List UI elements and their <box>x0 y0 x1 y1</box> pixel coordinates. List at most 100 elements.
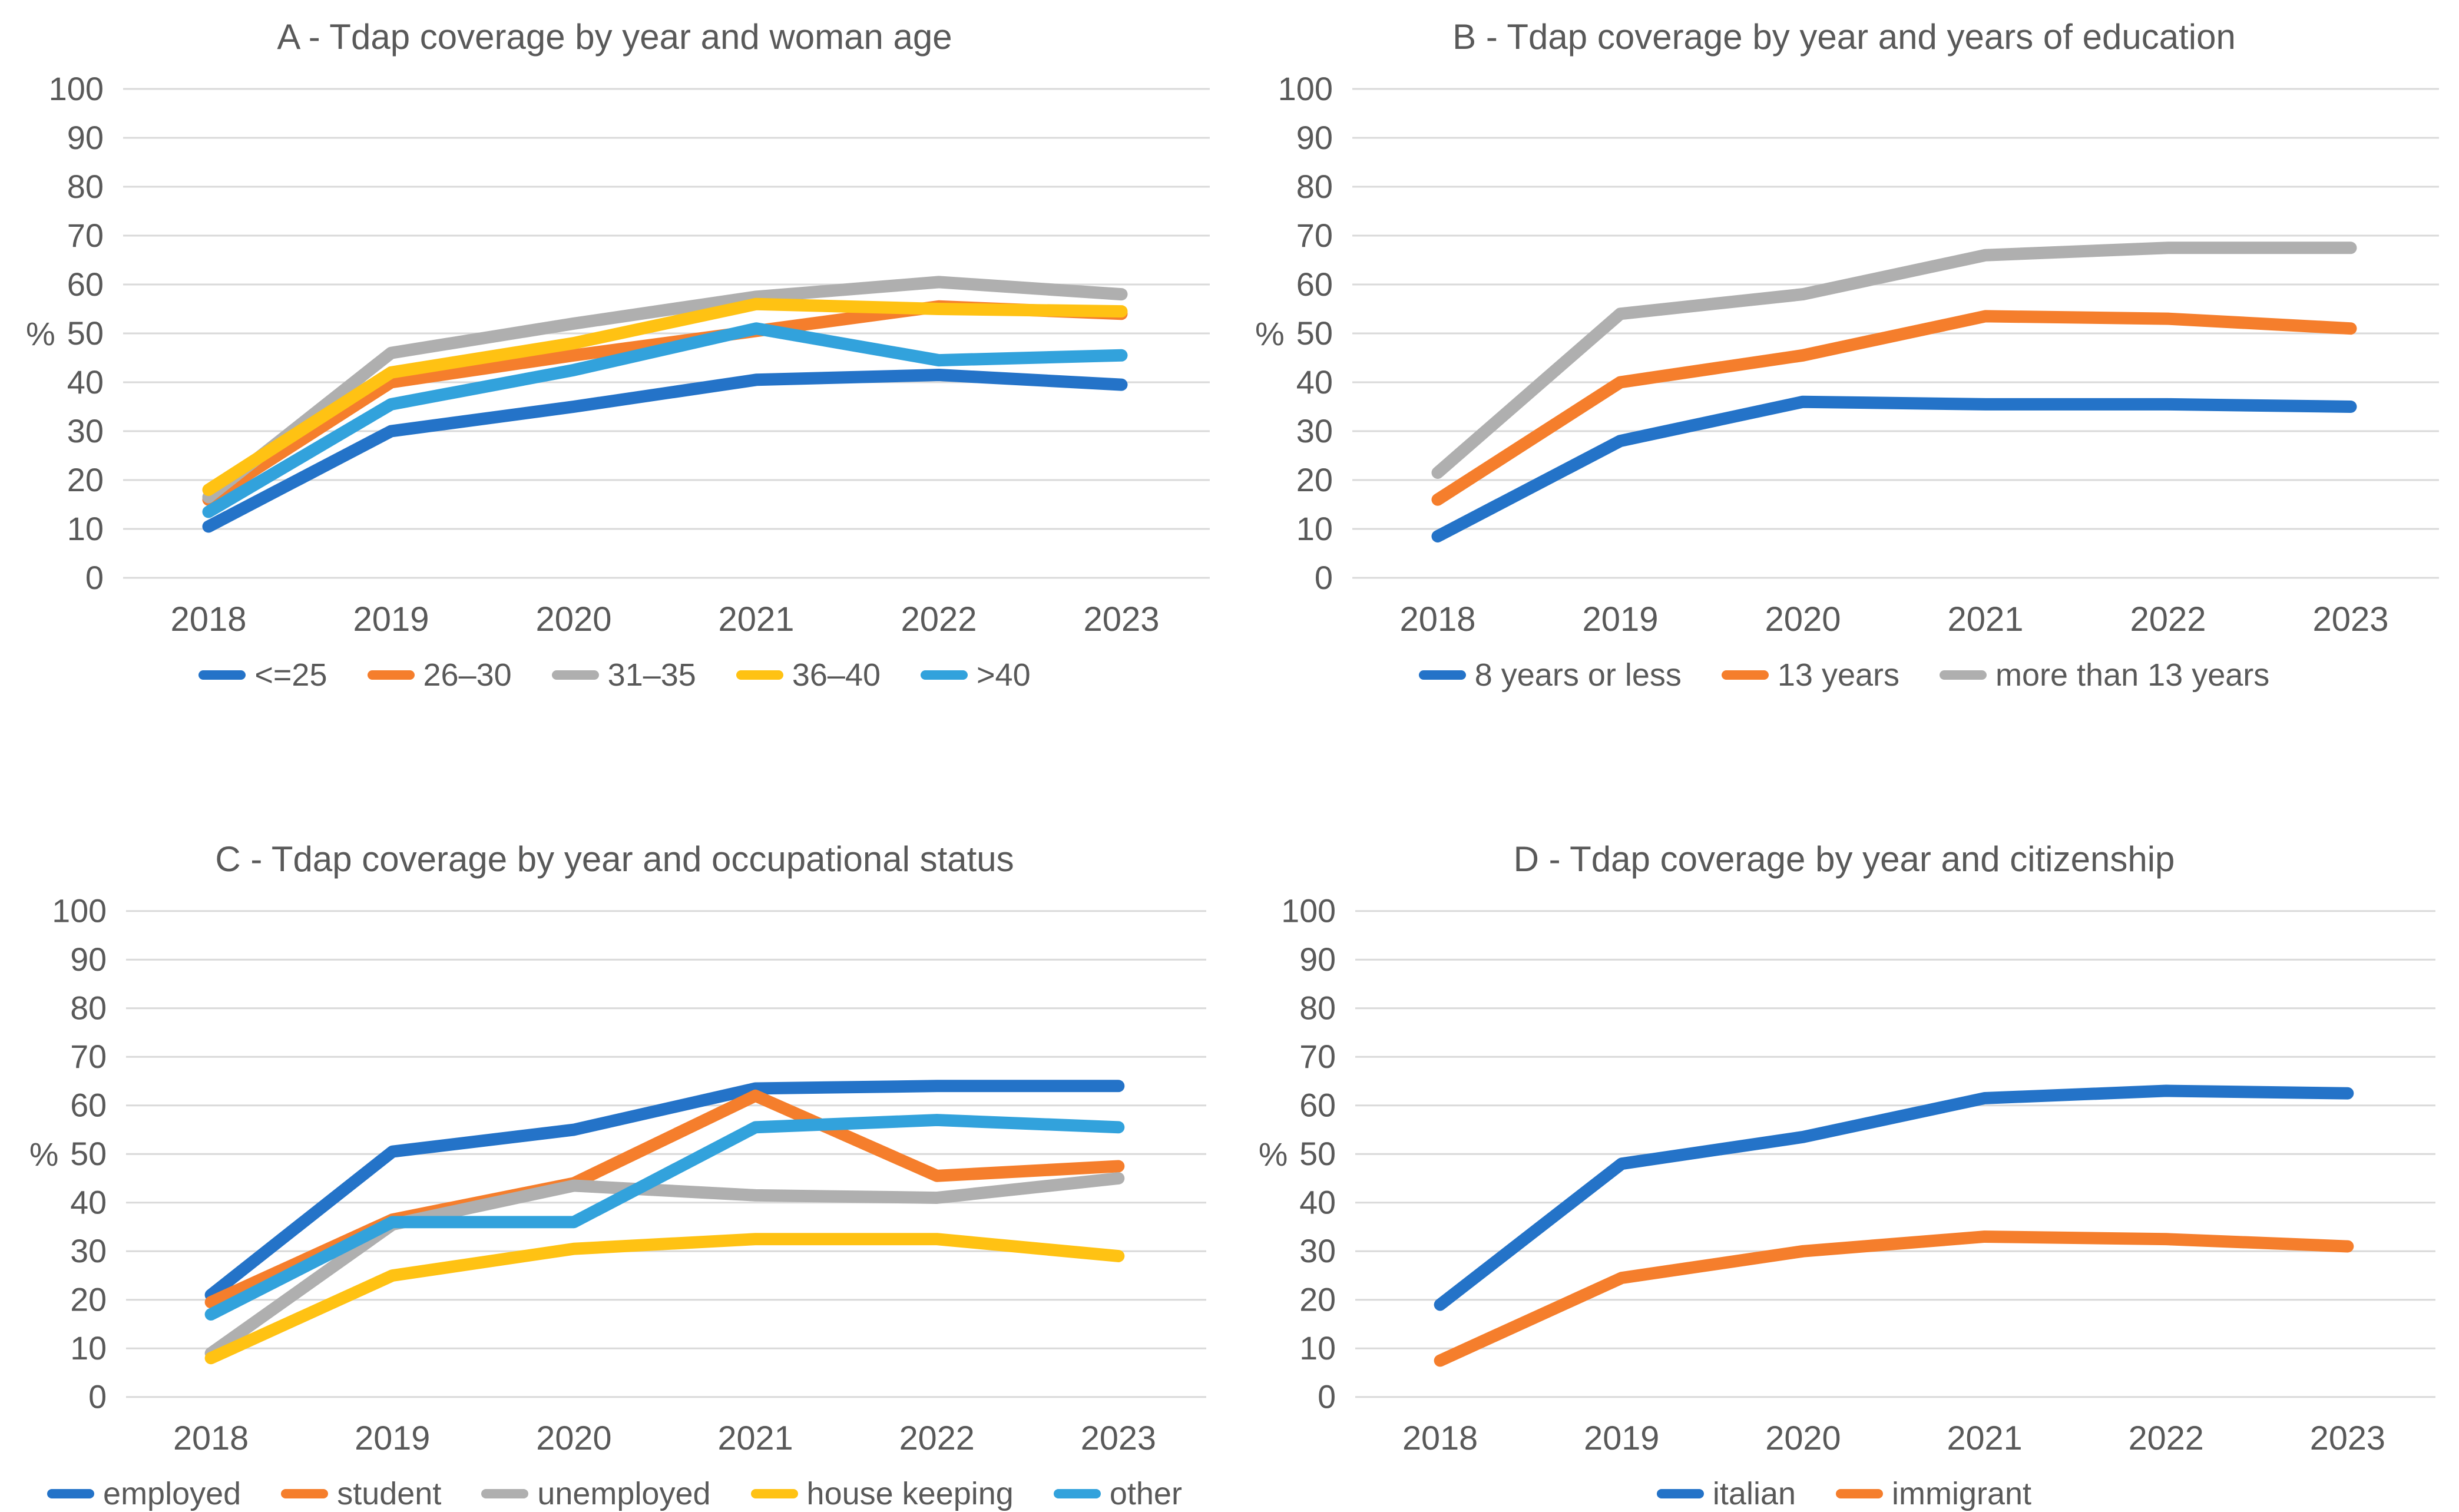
x-tick-label: 2023 <box>1083 600 1159 638</box>
legend-label: italian <box>1712 1476 1796 1511</box>
y-tick-label: 40 <box>67 363 103 401</box>
y-tick-label: 90 <box>1299 941 1336 978</box>
x-tick-label: 2021 <box>717 1420 793 1457</box>
x-tick-label: 2021 <box>1947 600 2023 638</box>
line-chart-d: 0 10 20 30 40 50 60 70 80 90 100% 2018 2019 2020 2021 2… <box>1259 893 2435 1457</box>
legend-item--25: <=25 <box>198 657 327 693</box>
y-tick-label: 10 <box>70 1330 107 1367</box>
x-tick-label: 2022 <box>899 1420 974 1457</box>
legend-item--40: >40 <box>921 657 1031 693</box>
legend-item-unemployed: unemployed <box>481 1475 711 1512</box>
legend-swatch <box>1656 1489 1704 1498</box>
x-tick-label: 2020 <box>1765 1420 1841 1457</box>
y-tick-label: 40 <box>1299 1185 1336 1221</box>
x-tick-label: 2022 <box>2130 600 2206 638</box>
y-tick-label: 0 <box>1315 559 1333 596</box>
y-tick-label: 40 <box>1296 363 1333 401</box>
chart-legend-b: 8 years or less 13 years more than 13 year… <box>1399 657 2290 693</box>
y-tick-label: 90 <box>70 941 107 978</box>
x-tick-label: 2022 <box>2129 1420 2204 1457</box>
x-tick-label: 2018 <box>170 600 246 638</box>
y-tick-label: 0 <box>85 559 103 596</box>
chart-title-b: B - Tdap coverage by year and years of e… <box>1452 17 2236 57</box>
y-tick-label: 60 <box>70 1087 107 1124</box>
y-tick-label: 10 <box>67 510 103 547</box>
chart-title-a: A - Tdap coverage by year and woman age <box>277 17 952 57</box>
legend-label: 26–30 <box>423 657 512 693</box>
series-line-unemployed <box>204 1172 1124 1359</box>
legend-label: <=25 <box>254 657 327 693</box>
legend-item-employed: employed <box>47 1475 241 1512</box>
panel-a-age: A - Tdap coverage by year and woman age … <box>0 0 1229 756</box>
y-tick-label: 0 <box>1318 1379 1336 1415</box>
x-tick-label: 2019 <box>353 600 429 638</box>
legend-item-immigrant: immigrant <box>1836 1475 2031 1512</box>
y-tick-label: 30 <box>1299 1233 1336 1269</box>
x-tick-label: 2019 <box>1582 600 1658 638</box>
y-tick-label: 100 <box>52 893 107 929</box>
panel-c-occupation: C - Tdap coverage by year and occupation… <box>0 756 1229 1512</box>
series-line--40 <box>202 322 1127 518</box>
series-line-other <box>204 1114 1124 1321</box>
y-tick-label: 60 <box>1296 266 1333 303</box>
y-tick-label: 60 <box>67 266 103 303</box>
y-axis-label: % <box>26 315 55 352</box>
y-tick-label: 100 <box>1278 70 1333 107</box>
chart-legend-d: italian immigrant <box>1637 1475 2051 1512</box>
legend-swatch <box>481 1489 529 1498</box>
y-tick-label: 50 <box>1299 1136 1336 1172</box>
chart-title-d: D - Tdap coverage by year and citizenshi… <box>1513 839 2175 879</box>
series-line-more-than-13-years <box>1431 241 2357 479</box>
y-tick-label: 80 <box>70 990 107 1027</box>
series-line-8-years-or-less <box>1431 395 2357 542</box>
series-line-31-35 <box>202 276 1127 504</box>
legend-item-more-than-13-years: more than 13 years <box>1940 657 2269 693</box>
x-tick-label: 2020 <box>1765 600 1841 638</box>
y-tick-label: 10 <box>1296 510 1333 547</box>
y-axis-label: % <box>29 1136 58 1173</box>
legend-item-other: other <box>1053 1475 1182 1512</box>
x-tick-label: 2019 <box>1584 1420 1659 1457</box>
legend-swatch <box>1418 670 1466 680</box>
legend-swatch <box>198 670 246 680</box>
line-chart-a: 0 10 20 30 40 50 60 70 80 90 100% 2018 2019 2020 2021 2… <box>26 70 1210 638</box>
panel-d-citizenship: D - Tdap coverage by year and citizenshi… <box>1229 756 2459 1512</box>
legend-label: employed <box>103 1476 241 1511</box>
x-tick-label: 2023 <box>2312 600 2388 638</box>
y-tick-label: 20 <box>67 461 103 498</box>
y-tick-label: 100 <box>48 70 103 107</box>
y-tick-label: 50 <box>1296 315 1333 352</box>
x-tick-label: 2020 <box>535 600 611 638</box>
legend-label: immigrant <box>1892 1476 2032 1511</box>
y-tick-label: 60 <box>1299 1087 1336 1124</box>
y-tick-label: 50 <box>70 1136 107 1172</box>
y-tick-label: 70 <box>70 1038 107 1075</box>
series-line--25 <box>202 369 1127 533</box>
series-line-immigrant <box>1434 1230 2354 1367</box>
y-axis-label: % <box>1255 315 1285 352</box>
x-tick-label: 2019 <box>355 1420 430 1457</box>
x-tick-label: 2022 <box>901 600 977 638</box>
legend-swatch <box>750 1489 798 1498</box>
legend-swatch <box>736 670 783 680</box>
legend-label: 13 years <box>1777 657 1899 693</box>
x-tick-label: 2023 <box>1080 1420 1156 1457</box>
y-tick-label: 100 <box>1281 893 1336 929</box>
legend-item-house-keeping: house keeping <box>750 1475 1014 1512</box>
legend-swatch <box>47 1489 95 1498</box>
y-tick-label: 20 <box>1299 1282 1336 1318</box>
y-tick-label: 20 <box>70 1282 107 1318</box>
y-tick-label: 0 <box>88 1379 107 1415</box>
y-tick-label: 20 <box>1296 461 1333 498</box>
legend-swatch <box>367 670 415 680</box>
y-tick-label: 70 <box>1299 1038 1336 1075</box>
line-chart-c: 0 10 20 30 40 50 60 70 80 90 100% 2018 2019 2020 2021 2… <box>29 893 1206 1457</box>
y-tick-label: 50 <box>67 315 103 352</box>
legend-swatch <box>1940 670 1987 680</box>
x-tick-label: 2020 <box>536 1420 611 1457</box>
series-line-13-years <box>1431 310 2357 506</box>
legend-swatch <box>921 670 968 680</box>
legend-label: 8 years or less <box>1474 657 1682 693</box>
x-tick-label: 2018 <box>173 1420 248 1457</box>
legend-swatch <box>551 670 599 680</box>
